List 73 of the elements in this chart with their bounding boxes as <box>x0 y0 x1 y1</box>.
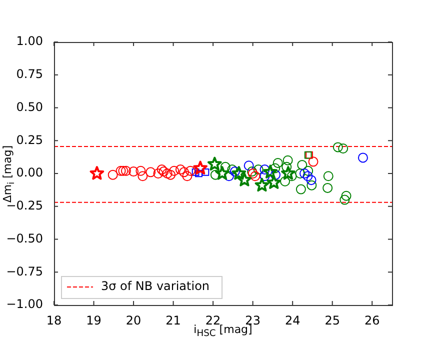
x-tick-label: 25 <box>324 313 340 328</box>
x-tick-label: 24 <box>284 313 300 328</box>
point <box>332 142 343 152</box>
point <box>263 164 278 178</box>
point <box>260 171 270 182</box>
point <box>295 168 306 178</box>
point <box>322 182 333 193</box>
point <box>297 160 308 170</box>
point <box>244 160 254 171</box>
point <box>266 175 282 189</box>
point <box>195 170 202 178</box>
y-tick-label: 0.75 <box>16 67 43 81</box>
point <box>128 166 139 177</box>
point <box>338 144 348 154</box>
point <box>220 162 230 172</box>
x-tick-label: 19 <box>86 313 102 328</box>
point <box>340 194 350 205</box>
point <box>323 171 334 182</box>
point <box>250 171 260 182</box>
y-tick-label: 0.50 <box>16 100 43 114</box>
point <box>282 155 293 166</box>
y-tick-label: 1.00 <box>16 34 43 48</box>
y-tick-label: 0.25 <box>16 132 43 147</box>
point <box>179 167 190 178</box>
y-tick-label: −0.75 <box>6 264 43 278</box>
point <box>254 178 270 192</box>
point <box>169 166 180 176</box>
point <box>210 170 220 180</box>
point <box>120 166 131 176</box>
x-tick-label: 18 <box>46 313 62 328</box>
point <box>118 166 128 176</box>
x-tick-label: 21 <box>166 313 181 328</box>
point <box>138 171 148 182</box>
point <box>153 168 164 178</box>
point <box>215 166 230 180</box>
point <box>175 164 186 175</box>
point <box>116 166 126 176</box>
point <box>302 171 313 182</box>
point <box>280 176 290 186</box>
legend-label: 3σ of NB variation <box>101 279 210 294</box>
point <box>272 158 283 168</box>
point <box>282 162 292 172</box>
point <box>300 168 310 178</box>
point <box>253 164 264 175</box>
point <box>193 160 208 174</box>
point <box>192 168 200 176</box>
point <box>146 167 156 178</box>
point <box>237 172 252 186</box>
point <box>162 168 172 178</box>
point <box>232 166 246 180</box>
point <box>136 166 146 176</box>
point <box>202 168 210 176</box>
y-tick-label: −1.00 <box>6 297 43 312</box>
point <box>281 166 296 180</box>
point <box>182 171 192 182</box>
point <box>227 164 238 175</box>
x-tick-label: 20 <box>126 313 142 328</box>
point <box>303 166 314 176</box>
point <box>207 156 222 171</box>
x-tick-label: 26 <box>364 313 380 328</box>
point <box>185 166 196 176</box>
y-tick-label: 0.00 <box>16 166 43 180</box>
point <box>166 170 176 180</box>
point <box>296 184 306 194</box>
point <box>306 175 316 186</box>
point <box>108 170 118 180</box>
point <box>90 166 104 180</box>
point <box>358 152 368 163</box>
point <box>341 190 352 201</box>
y-tick-label: −0.50 <box>6 231 43 246</box>
point <box>260 164 270 175</box>
point <box>308 156 318 167</box>
point <box>306 180 317 190</box>
